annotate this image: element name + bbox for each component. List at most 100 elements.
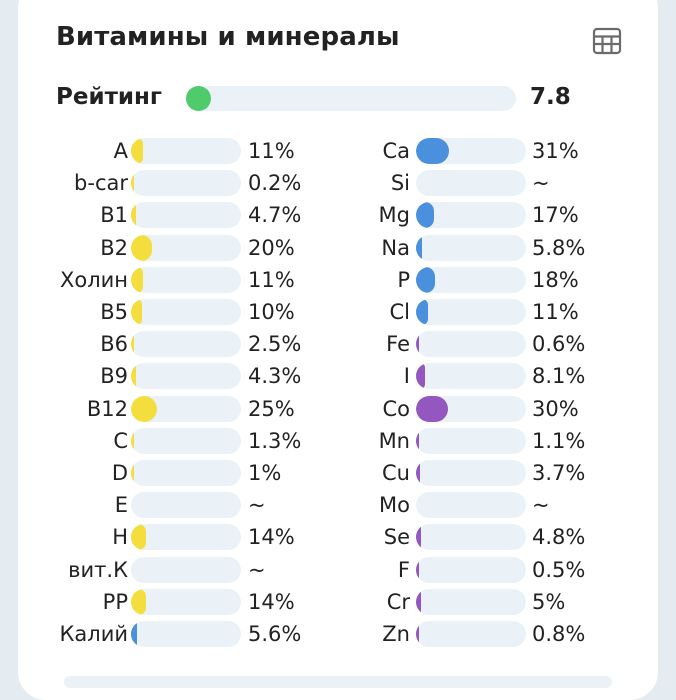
vitamins-bar-fill	[131, 202, 136, 228]
minerals-label: Ca	[382, 139, 410, 163]
vitamins-value: 0.2%	[248, 171, 302, 195]
vitamins-value: 11%	[248, 268, 295, 292]
rating-indicator	[186, 86, 211, 111]
vitamins-value: 5.6%	[248, 622, 302, 646]
minerals-bar	[416, 557, 526, 583]
minerals-value: 3.7%	[532, 461, 586, 485]
minerals-label: Co	[382, 397, 410, 421]
minerals-label: Na	[381, 236, 410, 260]
minerals-value: 1.1%	[532, 429, 586, 453]
minerals-bar	[416, 267, 526, 293]
minerals-bar	[416, 524, 526, 550]
minerals-value: 8.1%	[532, 364, 586, 388]
minerals-bar	[416, 396, 526, 422]
rating-label: Рейтинг	[56, 84, 162, 110]
vitamins-value: 20%	[248, 236, 295, 260]
vitamins-bar	[131, 138, 241, 164]
vitamins-label: A	[113, 139, 128, 163]
minerals-value: ~	[532, 171, 550, 195]
minerals-bar-fill	[416, 267, 435, 293]
vitamins-value: 10%	[248, 300, 295, 324]
vitamins-bar	[131, 331, 241, 357]
minerals-value: 11%	[532, 300, 579, 324]
minerals-bar-fill	[416, 396, 448, 422]
minerals-bar	[416, 460, 526, 486]
vitamins-value: ~	[248, 493, 266, 517]
vitamins-value: 14%	[248, 525, 295, 549]
minerals-value: 4.8%	[532, 525, 586, 549]
minerals-bar	[416, 428, 526, 454]
minerals-label: Cr	[386, 590, 410, 614]
minerals-bar	[416, 138, 526, 164]
minerals-label: Fe	[386, 332, 410, 356]
minerals-label: Cu	[382, 461, 410, 485]
vitamins-bar	[131, 202, 241, 228]
vitamins-bar	[131, 460, 241, 486]
vitamins-bar-fill	[131, 589, 146, 615]
minerals-value: 31%	[532, 139, 579, 163]
vitamins-bar-fill	[131, 138, 143, 164]
minerals-value: 5.8%	[532, 236, 586, 260]
vitamins-bar-fill	[131, 428, 134, 454]
vitamins-value: 14%	[248, 590, 295, 614]
vitamins-label: B5	[100, 300, 128, 324]
vitamins-value: 11%	[248, 139, 295, 163]
minerals-value: 5%	[532, 590, 566, 614]
vitamins-bar-fill	[131, 267, 143, 293]
minerals-bar	[416, 202, 526, 228]
minerals-value: 0.5%	[532, 558, 586, 582]
vitamins-bar-fill	[131, 299, 142, 325]
vitamins-label: b-car	[74, 171, 128, 195]
vitamins-bar	[131, 235, 241, 261]
vitamins-bar	[131, 396, 241, 422]
minerals-bar	[416, 170, 526, 196]
minerals-label: Se	[383, 525, 410, 549]
vitamins-value: 1%	[248, 461, 282, 485]
minerals-bar	[416, 363, 526, 389]
vitamins-label: H	[112, 525, 128, 549]
vitamins-label: E	[114, 493, 128, 517]
vitamins-bar	[131, 557, 241, 583]
minerals-label: P	[397, 268, 410, 292]
vitamins-bar	[131, 492, 241, 518]
vitamins-bar-fill	[131, 524, 146, 550]
vitamins-bar	[131, 621, 241, 647]
minerals-bar-fill	[416, 460, 420, 486]
minerals-value: ~	[532, 493, 550, 517]
minerals-bar	[416, 331, 526, 357]
minerals-label: Mg	[378, 203, 410, 227]
minerals-label: Si	[390, 171, 410, 195]
minerals-value: 30%	[532, 397, 579, 421]
minerals-bar-fill	[416, 428, 419, 454]
minerals-bar	[416, 299, 526, 325]
vitamins-label: C	[113, 429, 128, 453]
minerals-bar	[416, 492, 526, 518]
vitamins-label: B9	[100, 364, 128, 388]
minerals-bar-fill	[416, 557, 419, 583]
minerals-bar-fill	[416, 363, 425, 389]
minerals-value: 18%	[532, 268, 579, 292]
vitamins-label: D	[111, 461, 128, 485]
vitamins-bar-fill	[131, 621, 137, 647]
vitamins-bar-fill	[131, 235, 152, 261]
minerals-label: F	[397, 558, 410, 582]
minerals-bar-fill	[416, 138, 449, 164]
minerals-bar-fill	[416, 202, 434, 228]
vitamins-value: 1.3%	[248, 429, 302, 453]
vitamins-bar-fill	[131, 396, 158, 422]
minerals-bar-fill	[416, 621, 419, 647]
vitamins-bar-fill	[131, 331, 134, 357]
minerals-bar-fill	[416, 235, 423, 261]
vitamins-bar	[131, 428, 241, 454]
rating-value: 7.8	[530, 84, 571, 110]
rating-bar	[186, 86, 516, 111]
vitamins-label: B1	[100, 203, 128, 227]
vitamins-value: 2.5%	[248, 332, 302, 356]
vitamins-label: B6	[100, 332, 128, 356]
vitamins-label: B2	[100, 236, 128, 260]
minerals-label: Mo	[379, 493, 410, 517]
vitamins-label: PP	[102, 590, 128, 614]
vitamins-label: Калий	[59, 622, 129, 646]
vitamins-bar	[131, 267, 241, 293]
table-grid-icon[interactable]	[592, 27, 622, 55]
